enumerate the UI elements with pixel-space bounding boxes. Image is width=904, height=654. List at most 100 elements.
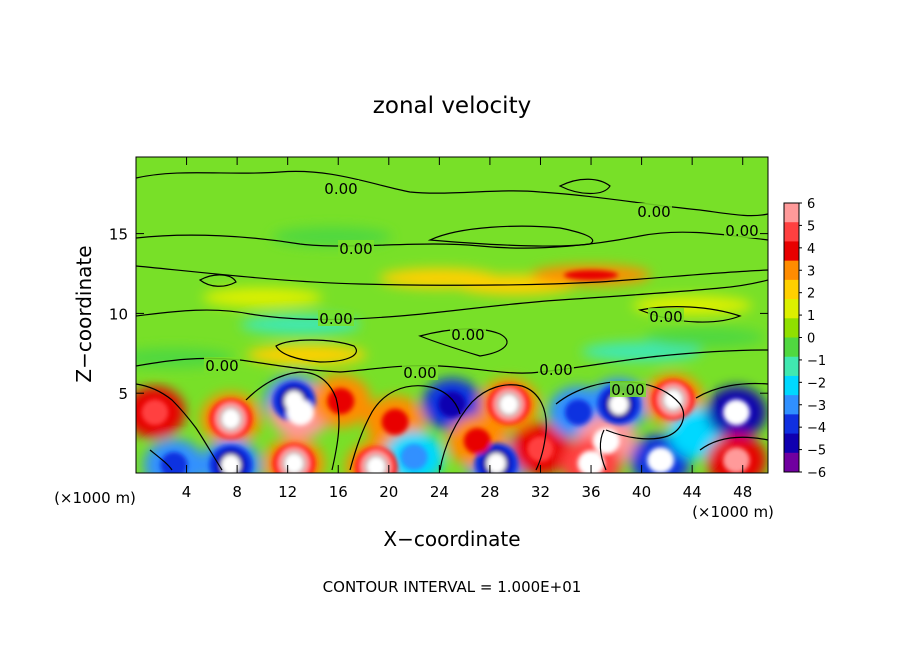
plot-area: 0.00 0.00 0.00 0.00 0.00 0.00 0.00 0.00 0.00 0.00… — [136, 157, 768, 473]
contour-line — [555, 381, 685, 440]
contour-line — [695, 382, 768, 399]
y-tick-label: 10 — [109, 305, 128, 323]
colorbar-swatch — [784, 433, 799, 454]
contour-label-bg — [204, 357, 240, 373]
colorbar-tick-label: 3 — [807, 264, 815, 279]
y-axis: 5 10 15 — [109, 226, 768, 403]
velocity-core — [485, 452, 507, 473]
zero-contours — [136, 170, 768, 471]
colorbar-swatch — [784, 356, 799, 377]
velocity-blob — [202, 287, 323, 308]
contour-line — [136, 383, 223, 471]
contour-label: 0.00 — [339, 240, 372, 258]
velocity-core — [526, 436, 554, 463]
y-axis-label: Z−coordinate — [72, 245, 96, 382]
colorbar-tick-label: −5 — [807, 444, 826, 459]
contour-label-bg — [323, 180, 359, 196]
velocity-core — [220, 407, 242, 431]
contour-label: 0.00 — [637, 203, 670, 221]
x-tick-label: 40 — [632, 483, 651, 501]
colorbar-swatch — [784, 279, 799, 300]
colorbar-swatch — [784, 241, 799, 262]
colorbar-swatch — [784, 452, 799, 473]
contour-label-bg — [648, 308, 684, 324]
velocity-core — [592, 428, 620, 455]
chart-title: zonal velocity — [373, 93, 531, 119]
velocity-core — [220, 453, 242, 473]
x-unit-left: (×1000 m) — [54, 489, 136, 507]
colorbar-tick-label: −4 — [807, 421, 826, 436]
colorbar-tick-label: −1 — [807, 354, 826, 369]
contour-line — [439, 384, 547, 471]
colorbar-tick-label: 4 — [807, 242, 815, 257]
contour-interval-note: CONTOUR INTERVAL = 1.000E+01 — [323, 578, 582, 596]
colorbar-tick-label: −3 — [807, 399, 826, 414]
x-tick-label: 12 — [278, 483, 297, 501]
x-tick-label: 16 — [329, 483, 348, 501]
velocity-core — [498, 392, 520, 416]
y-tick-label: 5 — [118, 385, 128, 403]
velocity-core — [438, 391, 466, 418]
x-unit-right: (×1000 m) — [692, 503, 774, 521]
velocity-core — [722, 399, 750, 426]
velocity-core — [577, 450, 605, 473]
contour-labels: 0.00 0.00 0.00 0.00 0.00 0.00 0.00 0.00 0.00 0.00… — [204, 180, 760, 399]
colorbar-swatch — [784, 414, 799, 435]
colorbar-swatch — [784, 203, 799, 223]
contour-line — [136, 265, 768, 286]
contour-line — [136, 349, 768, 374]
colorbar-tick-label: 0 — [807, 332, 815, 347]
contour-label: 0.00 — [403, 364, 436, 382]
colorbar-tick-label: −6 — [807, 466, 826, 481]
colorbar-swatch — [784, 260, 799, 281]
colorbar-swatch — [784, 375, 799, 396]
x-tick-label: 20 — [379, 483, 398, 501]
contour-label-bg — [538, 361, 574, 377]
velocity-core — [722, 447, 750, 473]
contour-label-bg — [450, 326, 486, 342]
colorbar-swatch — [784, 222, 799, 242]
x-tick-label: 48 — [733, 483, 752, 501]
contour-label: 0.00 — [319, 310, 352, 328]
contour-line — [427, 225, 594, 247]
x-tick-label: 28 — [480, 483, 499, 501]
contour-line — [136, 231, 768, 249]
contour-line — [349, 385, 461, 471]
colorbar-swatch — [784, 299, 799, 319]
x-tick-label: 32 — [531, 483, 550, 501]
colorbar-tick-label: 2 — [807, 287, 815, 302]
contour-label-bg — [636, 203, 672, 219]
contour-label: 0.00 — [205, 357, 238, 375]
x-tick-label: 4 — [182, 483, 192, 501]
contour-line — [136, 279, 768, 321]
contour-label: 0.00 — [611, 381, 644, 399]
contour-label-bg — [402, 364, 438, 380]
contour-line — [198, 274, 237, 287]
velocity-blob — [644, 327, 765, 348]
contour-line — [558, 178, 611, 195]
y-tick-label: 15 — [109, 226, 128, 244]
contour-label: 0.00 — [725, 222, 758, 240]
velocity-core — [283, 452, 305, 473]
x-axis-label: X−coordinate — [383, 527, 520, 551]
velocity-core — [327, 388, 355, 415]
x-tick-label: 44 — [683, 483, 702, 501]
contour-line — [275, 339, 357, 363]
colorbar: 6 5 4 3 2 1 0 −1 −2 −3 −4 −5 −6 — [783, 197, 826, 481]
x-tick-label: 8 — [232, 483, 242, 501]
contour-label-bg — [724, 222, 760, 238]
velocity-core — [160, 452, 188, 473]
colorbar-tick-label: −2 — [807, 376, 826, 391]
contour-label: 0.00 — [649, 308, 682, 326]
contour-label-bg — [338, 240, 374, 256]
contour-line — [245, 371, 340, 471]
velocity-core — [564, 270, 619, 281]
contour-label-bg — [610, 381, 646, 397]
x-tick-label: 24 — [430, 483, 449, 501]
colorbar-swatch — [784, 395, 799, 415]
contour-label: 0.00 — [451, 326, 484, 344]
velocity-core — [141, 399, 169, 426]
velocity-core — [381, 408, 409, 435]
velocity-core — [647, 447, 675, 473]
